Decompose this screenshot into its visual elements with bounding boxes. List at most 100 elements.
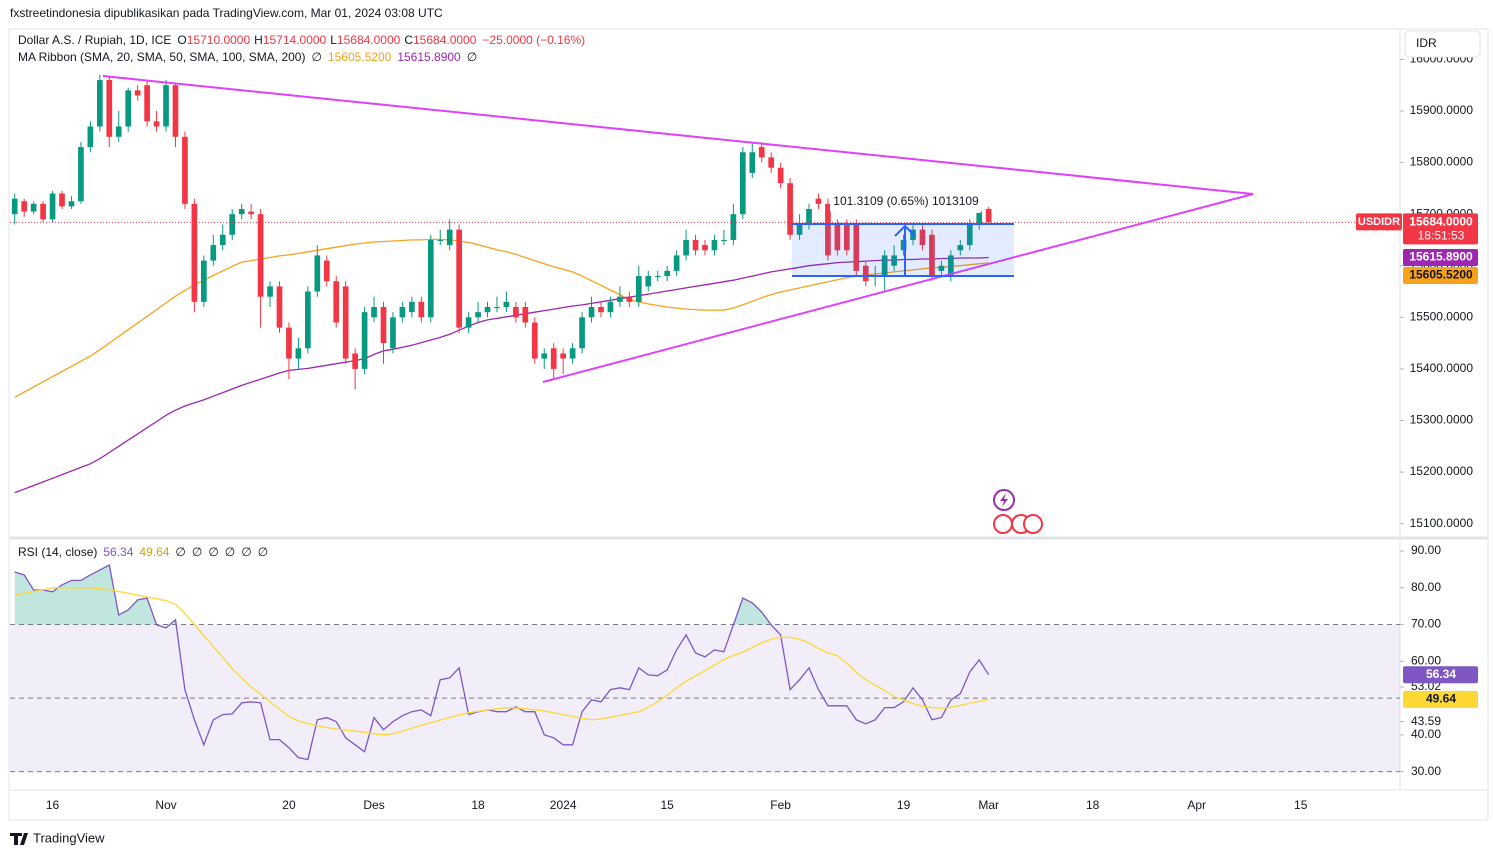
plot-layer: 16 Nov 20 Des 18 2024 15 Feb 19 Mar 18 Apr 15 15100.0… (10, 52, 1478, 812)
candle-body (78, 147, 84, 202)
candle-body (966, 224, 973, 246)
brand: TradingView (33, 830, 105, 845)
series-line (14, 238, 989, 398)
ohlc-key: H (254, 33, 263, 47)
currency-button[interactable] (1404, 30, 1481, 58)
ohlc-value: 15714.0000 (263, 33, 327, 47)
currency-label[interactable]: IDR (1416, 36, 1437, 50)
candle-body (598, 307, 604, 313)
candle-body (342, 286, 349, 359)
candle-body (380, 307, 387, 344)
event-bolt (1000, 493, 1008, 507)
candle-body (711, 239, 718, 251)
y-tick-label: 15300.0000 (1410, 413, 1474, 427)
candle-body (758, 147, 765, 158)
series-line (14, 587, 989, 736)
candle-body (267, 286, 273, 297)
series-line (14, 564, 990, 761)
y-tick-label: 40.00 (1411, 727, 1441, 741)
candle-body (87, 126, 94, 148)
candle-body (531, 322, 538, 359)
candle-body (153, 121, 160, 127)
candle-body (626, 296, 633, 302)
price-badge-label: 15605.5200 (1409, 268, 1473, 282)
candle-body (787, 183, 793, 235)
candle-body (957, 245, 964, 251)
candle-body (427, 239, 434, 318)
hidden-symbol: ∅ (192, 545, 202, 559)
ma-value: 15605.5200 (328, 50, 392, 64)
x-tick-label: Mar (978, 798, 999, 812)
candle-body (494, 307, 500, 309)
candle-body (730, 214, 737, 240)
price-badge (1403, 249, 1478, 267)
candle-body (815, 198, 822, 204)
y-tick-label: 90.00 (1411, 543, 1441, 557)
candle-body (569, 348, 576, 359)
candle-body (777, 167, 784, 184)
candle-body (891, 255, 897, 266)
candle-body (295, 348, 302, 359)
news-flag[interactable] (993, 514, 1013, 534)
candle-body (352, 353, 358, 369)
candle-body (276, 286, 283, 328)
candle-body (68, 201, 75, 207)
x-tick-label: 19 (897, 798, 911, 812)
candle-body (550, 348, 557, 369)
candle-body (579, 317, 585, 349)
price-badge (1403, 666, 1478, 684)
candle-body (900, 239, 907, 251)
candle-body (446, 229, 453, 246)
candle-body (635, 276, 642, 302)
last-price-label: 15684.0000 (1409, 215, 1473, 229)
indicator-legend: MA Ribbon (SMA, 20, SMA, 50, SMA, 100, S… (18, 50, 477, 64)
candle-body (106, 80, 113, 137)
candle-body (238, 208, 245, 215)
logo-mark (10, 833, 28, 845)
candle-body (323, 260, 330, 282)
trendline-upper (102, 75, 1254, 195)
y-tick-label: 15500.0000 (1410, 309, 1474, 323)
ohlc-key: C (404, 33, 413, 47)
y-tick-label: 15400.0000 (1410, 361, 1474, 375)
ohlc-value: 15684.0000 (413, 33, 477, 47)
news-flag[interactable] (1023, 514, 1043, 534)
candle-body (134, 90, 141, 96)
candle-body (513, 307, 519, 318)
price-badge (1403, 267, 1478, 285)
candle-body (399, 307, 406, 318)
candle-body (191, 203, 198, 302)
candle-body (683, 239, 689, 256)
candle-body (229, 214, 236, 235)
candle-body (40, 203, 46, 220)
hidden-symbol: ∅ (208, 545, 218, 559)
candle-body (749, 152, 756, 173)
candle-body (806, 208, 812, 225)
ohlc-key: L (330, 33, 337, 47)
candle-body (844, 224, 850, 251)
candle-body (938, 265, 945, 271)
hidden-symbol: ∅ (467, 50, 477, 64)
candle-body (929, 234, 935, 277)
candle-body (390, 317, 396, 349)
overbought-fill (14, 565, 771, 625)
candle-body (286, 327, 292, 359)
price-badge-label: 56.34 (1426, 667, 1456, 681)
price-badge-label: 49.64 (1426, 692, 1456, 706)
series-line (14, 256, 989, 494)
rsi-ma-value: 49.64 (139, 545, 169, 559)
candle-body (484, 307, 491, 313)
x-tick-label: Nov (155, 798, 176, 812)
range-label-box (830, 191, 982, 213)
x-tick-label: Des (363, 798, 384, 812)
symbol-badge-label: USDIDR (1358, 216, 1400, 228)
candle-body (664, 270, 671, 277)
range-arrowhead (894, 224, 916, 237)
candle-body (333, 281, 340, 323)
candle-body (853, 224, 860, 271)
hidden-symbol: ∅ (175, 545, 185, 559)
range-label: 101.3109 (0.65%) 1013109 (833, 194, 979, 208)
candle-body (768, 157, 775, 168)
candle-body (560, 353, 566, 359)
ohlc-value: 15684.0000 (337, 33, 401, 47)
